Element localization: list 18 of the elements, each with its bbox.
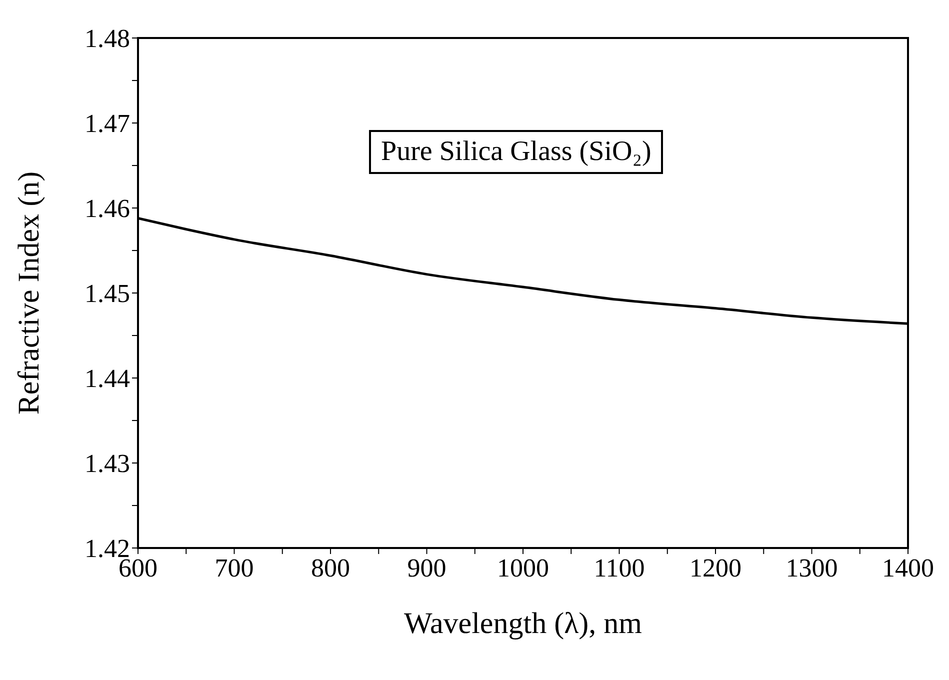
- x-tick-label: 1300: [786, 553, 838, 582]
- y-tick-label: 1.45: [84, 279, 130, 308]
- y-axis-title: Refractive Index (n): [12, 171, 46, 415]
- x-tick-label: 1400: [882, 553, 934, 582]
- line-series: [138, 216, 908, 325]
- x-axis-title: Wavelength (λ), nm: [404, 607, 642, 640]
- y-tick-label: 1.44: [84, 364, 130, 394]
- y-tick-label: 1.43: [84, 449, 130, 478]
- y-tick-label: 1.47: [84, 109, 130, 138]
- x-tick-label: 1000: [497, 553, 549, 582]
- x-tick-label: 1200: [690, 553, 742, 582]
- x-tick-label: 900: [407, 553, 446, 582]
- annotation: Pure Silica Glass (SiO₂): [369, 130, 664, 174]
- y-tick-label: 1.46: [84, 194, 130, 224]
- x-tick-label: 800: [311, 553, 350, 582]
- x-tick-label: 1100: [594, 553, 645, 582]
- y-tick-label: 1.48: [84, 24, 130, 54]
- x-tick-label: 700: [214, 553, 254, 582]
